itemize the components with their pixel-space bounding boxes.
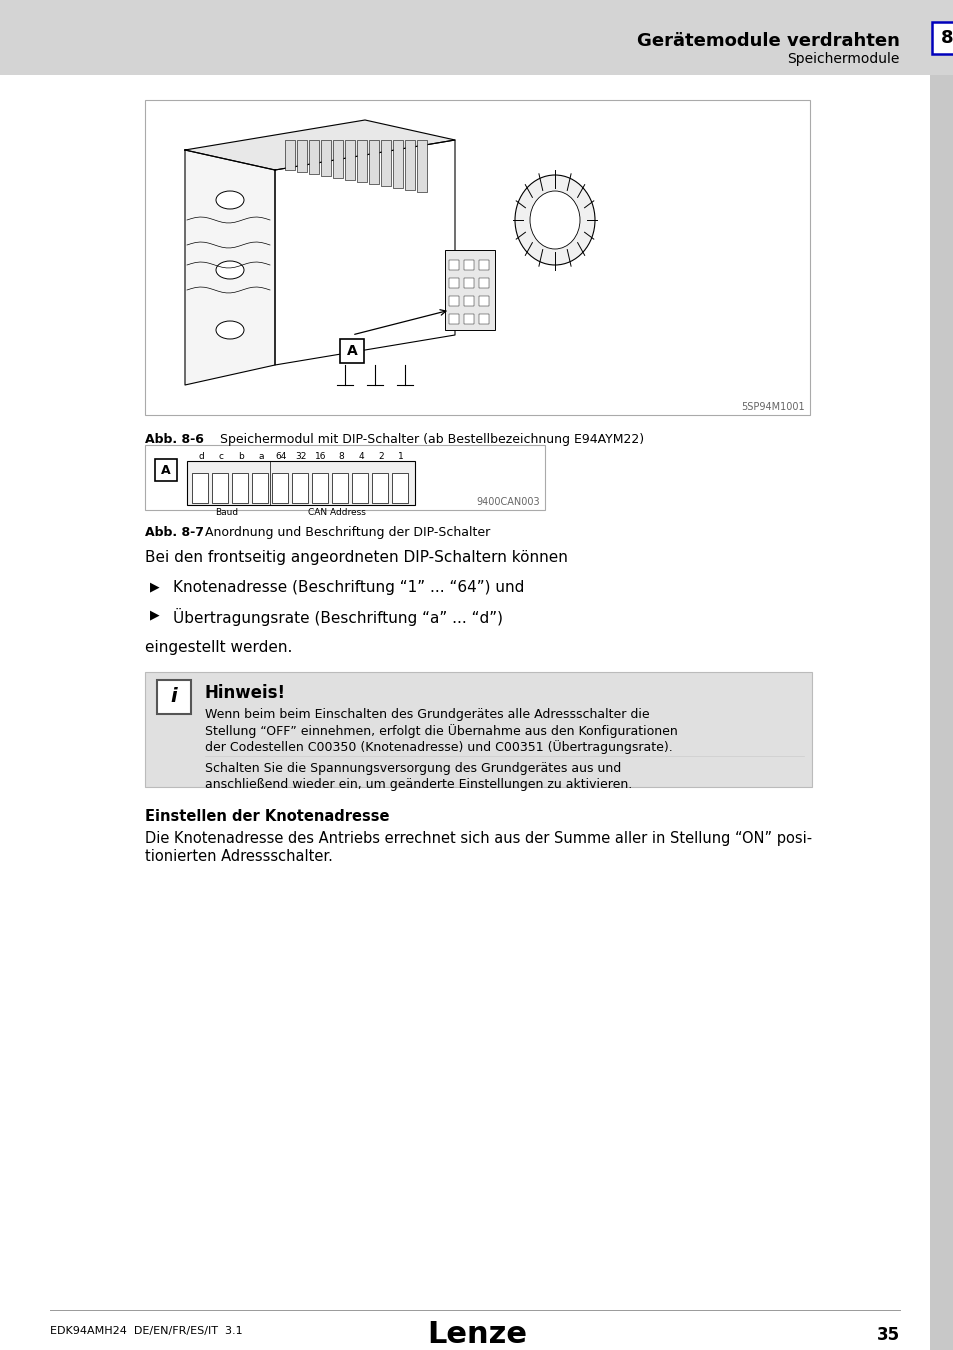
Bar <box>145 446 544 510</box>
Text: tionierten Adressschalter.: tionierten Adressschalter. <box>145 849 333 864</box>
Bar <box>449 296 458 306</box>
Text: Übertragungsrate (Beschriftung “a” ... “d”): Übertragungsrate (Beschriftung “a” ... “… <box>172 608 502 626</box>
Text: Gerätemodule verdrahten: Gerätemodule verdrahten <box>637 32 899 50</box>
Text: der Codestellen C00350 (Knotenadresse) und C00351 (Übertragungsrate).: der Codestellen C00350 (Knotenadresse) u… <box>205 740 672 753</box>
Bar <box>444 250 495 329</box>
Text: CAN Address: CAN Address <box>308 508 366 517</box>
Text: Abb. 8-7: Abb. 8-7 <box>145 526 204 539</box>
Text: Bei den frontseitig angeordneten DIP-Schaltern können: Bei den frontseitig angeordneten DIP-Sch… <box>145 549 567 566</box>
Text: Hinweis!: Hinweis! <box>205 684 286 702</box>
Text: 4: 4 <box>357 452 363 460</box>
Bar <box>296 140 307 171</box>
Bar <box>252 472 268 504</box>
Bar <box>312 472 328 504</box>
Text: Schalten Sie die Spannungsversorgung des Grundgerätes aus und: Schalten Sie die Spannungsversorgung des… <box>205 761 620 775</box>
Bar <box>449 278 458 288</box>
Text: 5SP94M1001: 5SP94M1001 <box>740 402 804 412</box>
Bar <box>212 472 228 504</box>
Bar <box>931 22 953 54</box>
Text: Anordnung und Beschriftung der DIP-Schalter: Anordnung und Beschriftung der DIP-Schal… <box>205 526 490 539</box>
Bar <box>380 140 391 186</box>
Text: anschließend wieder ein, um geänderte Einstellungen zu aktivieren.: anschließend wieder ein, um geänderte Ei… <box>205 778 632 791</box>
Bar <box>339 339 364 363</box>
Polygon shape <box>274 140 455 365</box>
Bar <box>478 315 489 324</box>
Text: Wenn beim beim Einschalten des Grundgerätes alle Adressschalter die: Wenn beim beim Einschalten des Grundgerä… <box>205 707 649 721</box>
Bar <box>449 315 458 324</box>
Text: EDK94AMH24  DE/EN/FR/ES/IT  3.1: EDK94AMH24 DE/EN/FR/ES/IT 3.1 <box>50 1326 242 1336</box>
Bar <box>154 459 177 481</box>
Bar <box>478 296 489 306</box>
Text: eingestellt werden.: eingestellt werden. <box>145 640 292 655</box>
Bar <box>463 261 474 270</box>
Text: 2: 2 <box>377 452 383 460</box>
Ellipse shape <box>530 190 579 248</box>
Text: Baud: Baud <box>215 508 238 517</box>
Text: ▶: ▶ <box>150 608 159 621</box>
Bar <box>463 315 474 324</box>
Bar <box>392 472 408 504</box>
Text: 16: 16 <box>314 452 327 460</box>
Text: 8: 8 <box>940 28 952 47</box>
Bar <box>157 680 191 714</box>
Text: Die Knotenadresse des Antriebs errechnet sich aus der Summe aller in Stellung “O: Die Knotenadresse des Antriebs errechnet… <box>145 832 811 846</box>
Text: c: c <box>218 452 223 460</box>
Text: 35: 35 <box>876 1326 899 1345</box>
Bar <box>272 472 288 504</box>
Bar <box>0 0 953 76</box>
Text: Lenze: Lenze <box>427 1320 526 1349</box>
Text: 32: 32 <box>295 452 306 460</box>
Bar <box>463 296 474 306</box>
Bar <box>320 140 331 176</box>
Bar <box>333 140 343 178</box>
Bar <box>292 472 308 504</box>
Text: Stellung “OFF” einnehmen, erfolgt die Übernahme aus den Konfigurationen: Stellung “OFF” einnehmen, erfolgt die Üb… <box>205 724 677 738</box>
Bar <box>372 472 388 504</box>
Bar <box>332 472 348 504</box>
Polygon shape <box>185 120 455 170</box>
Text: 64: 64 <box>275 452 287 460</box>
Text: ▶: ▶ <box>150 580 159 593</box>
Text: Speichermodul mit DIP-Schalter (ab Bestellbezeichnung E94AYM22): Speichermodul mit DIP-Schalter (ab Beste… <box>220 433 643 446</box>
Bar <box>478 278 489 288</box>
Bar <box>145 672 811 787</box>
Bar <box>369 140 378 184</box>
Text: 1: 1 <box>397 452 403 460</box>
Text: Speichermodule: Speichermodule <box>787 53 899 66</box>
Text: Einstellen der Knotenadresse: Einstellen der Knotenadresse <box>145 809 389 824</box>
Bar <box>232 472 248 504</box>
Bar <box>478 261 489 270</box>
Text: a: a <box>258 452 263 460</box>
Text: A: A <box>161 463 171 477</box>
Ellipse shape <box>215 321 244 339</box>
Bar <box>285 140 294 170</box>
Polygon shape <box>185 150 274 385</box>
Bar <box>192 472 208 504</box>
Bar <box>929 76 953 1350</box>
Bar <box>356 140 367 182</box>
Bar <box>309 140 318 174</box>
Text: b: b <box>238 452 244 460</box>
Text: d: d <box>198 452 204 460</box>
Bar <box>187 460 415 505</box>
Bar <box>405 140 415 190</box>
Text: 9400CAN003: 9400CAN003 <box>476 497 539 508</box>
Bar <box>352 472 368 504</box>
Text: A: A <box>346 344 357 358</box>
Text: i: i <box>171 687 177 706</box>
Ellipse shape <box>515 176 595 265</box>
Text: 8: 8 <box>337 452 343 460</box>
Ellipse shape <box>215 190 244 209</box>
Ellipse shape <box>215 261 244 279</box>
Bar <box>345 140 355 180</box>
Bar <box>145 100 809 414</box>
Bar <box>449 261 458 270</box>
Text: Knotenadresse (Beschriftung “1” ... “64”) und: Knotenadresse (Beschriftung “1” ... “64”… <box>172 580 524 595</box>
Bar <box>463 278 474 288</box>
Bar <box>416 140 427 192</box>
Text: Abb. 8-6: Abb. 8-6 <box>145 433 204 446</box>
Bar <box>393 140 402 188</box>
